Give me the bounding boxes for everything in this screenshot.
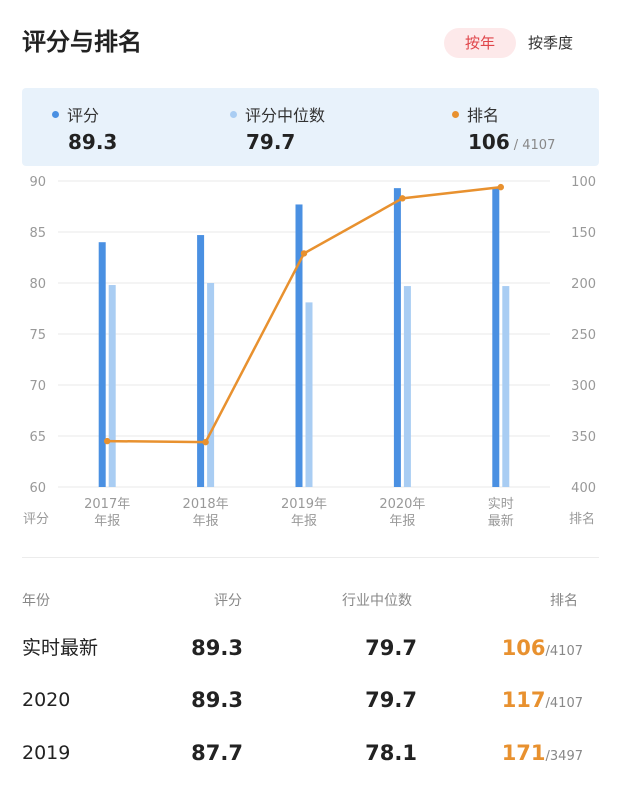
table-row[interactable]: 2020 89.3 79.7 117/4107 — [0, 680, 621, 720]
row-rank-value: 106 — [501, 636, 546, 660]
x-tick-label: 2019年 — [281, 497, 327, 512]
row-score: 89.3 — [191, 636, 243, 660]
x-tick-label: 2020年 — [379, 497, 425, 512]
y-right-tick-label: 400 — [571, 481, 596, 496]
x-tick-label: 实时 — [488, 497, 514, 512]
summary-median-value: 79.7 — [246, 130, 296, 154]
summary-rank-label: 排名 — [467, 106, 500, 125]
rank-point — [104, 437, 111, 445]
median-bar — [108, 285, 116, 487]
y-right-tick-label: 300 — [571, 379, 596, 394]
summary-median-label: 评分中位数 — [245, 106, 326, 125]
x-tick-label: 2017年 — [84, 497, 130, 512]
rank-point — [300, 250, 308, 257]
y-left-tick-label: 80 — [29, 277, 46, 292]
toggle-by-quarter-button[interactable]: 按季度 — [528, 34, 574, 52]
row-rank-value: 117 — [501, 688, 546, 712]
row-median: 79.7 — [365, 688, 417, 712]
row-rank: 117/4107 — [502, 680, 583, 724]
y-right-tick-label: 350 — [571, 430, 596, 445]
summary-score-label: 评分 — [67, 106, 100, 125]
row-rank: 106/4107 — [502, 628, 583, 672]
header-median: 行业中位数 — [342, 593, 412, 609]
score-bar — [98, 242, 106, 487]
median-bar — [502, 286, 510, 487]
y-right-tick-label: 150 — [571, 226, 596, 241]
y-left-tick-label: 70 — [29, 379, 46, 394]
page-title: 评分与排名 — [22, 28, 142, 56]
median-bar — [305, 302, 313, 487]
x-tick-label: 最新 — [488, 513, 514, 529]
rank-point — [202, 438, 209, 446]
rank-legend-dot — [452, 110, 459, 118]
score-bar — [393, 188, 401, 487]
score-legend-dot — [52, 110, 59, 118]
rank-point — [399, 195, 406, 202]
x-tick-label: 年报 — [193, 514, 219, 529]
median-legend-dot — [230, 110, 237, 118]
rank-point — [497, 183, 504, 191]
x-tick-label: 年报 — [389, 514, 415, 529]
y-left-axis-label: 评分 — [23, 512, 49, 527]
header-year: 年份 — [22, 593, 50, 609]
median-bar — [403, 286, 411, 487]
table-row[interactable]: 2019 87.7 78.1 171/3497 — [0, 733, 621, 773]
row-name: 实时最新 — [22, 637, 99, 659]
y-right-axis-label: 排名 — [569, 511, 595, 527]
summary-median: 评分中位数 79.7 — [230, 102, 325, 154]
header-score: 评分 — [214, 593, 242, 609]
median-bar — [207, 283, 215, 487]
summary-rank-value: 106 — [468, 130, 510, 154]
row-rank: 171/3497 — [502, 733, 583, 777]
x-tick-label: 2018年 — [183, 497, 229, 512]
summary-rank: 排名 106/ 4107 — [452, 102, 555, 154]
row-median: 79.7 — [365, 636, 417, 660]
row-score: 89.3 — [191, 688, 243, 712]
x-tick-label: 年报 — [291, 514, 317, 529]
y-right-tick-label: 200 — [571, 277, 596, 292]
table-row[interactable]: 实时最新 89.3 79.7 106/4107 — [0, 628, 621, 668]
row-rank-value: 171 — [501, 741, 546, 765]
y-right-tick-label: 250 — [571, 328, 596, 343]
row-score: 87.7 — [191, 741, 243, 765]
summary-score: 评分 89.3 — [52, 102, 117, 154]
toggle-by-year-button[interactable]: 按年 — [444, 28, 516, 58]
summary-score-value: 89.3 — [68, 130, 118, 154]
score-rank-chart: 90 100 85 150 80 200 75 250 70 300 65 350 60 400 2017年… — [23, 175, 596, 529]
y-right-tick-label: 100 — [571, 175, 596, 190]
row-rank-total: /4107 — [545, 644, 583, 659]
x-tick-label: 年报 — [94, 514, 120, 529]
score-bar — [197, 235, 205, 487]
row-name: 2020 — [22, 689, 71, 711]
divider — [22, 557, 599, 558]
y-left-tick-label: 90 — [29, 175, 46, 190]
y-left-tick-label: 60 — [29, 481, 46, 496]
row-name: 2019 — [22, 742, 71, 764]
rank-line — [107, 185, 501, 444]
row-rank-total: /3497 — [545, 749, 583, 764]
header-rank: 排名 — [550, 593, 578, 609]
summary-panel: 评分 89.3 评分中位数 79.7 排名 106/ 4107 — [22, 88, 599, 166]
score-bar — [295, 204, 303, 487]
y-left-tick-label: 85 — [29, 226, 46, 241]
y-left-tick-label: 75 — [29, 328, 46, 343]
score-bar — [492, 188, 500, 487]
y-left-tick-label: 65 — [29, 430, 46, 445]
row-rank-total: /4107 — [545, 696, 583, 711]
summary-rank-total: / 4107 — [513, 138, 556, 153]
row-median: 78.1 — [365, 741, 417, 765]
